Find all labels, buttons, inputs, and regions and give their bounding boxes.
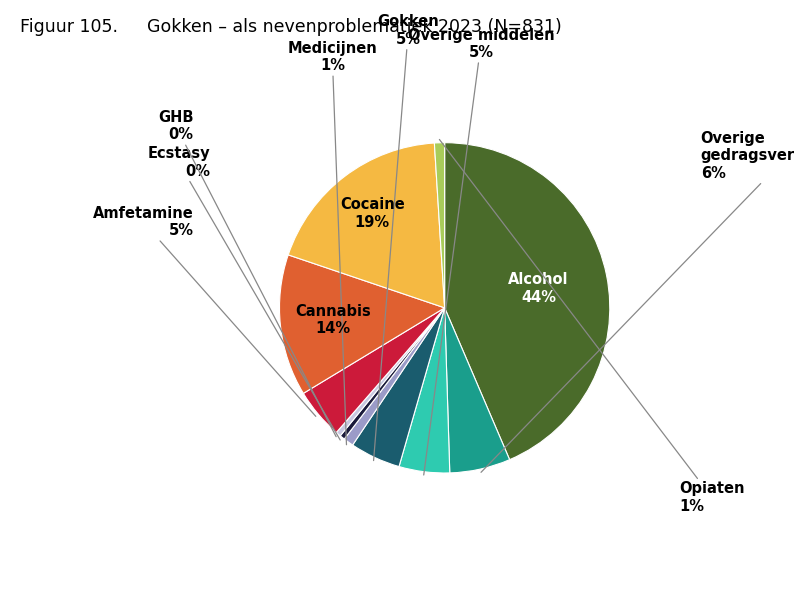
Text: Overige
gedragsverslavingen
6%: Overige gedragsverslavingen 6%	[481, 131, 794, 472]
Text: Medicijnen
1%: Medicijnen 1%	[287, 41, 377, 445]
Wedge shape	[303, 308, 445, 433]
Text: Alcohol
44%: Alcohol 44%	[508, 272, 569, 305]
Wedge shape	[341, 308, 445, 439]
Wedge shape	[434, 143, 445, 308]
Text: Gokken
5%: Gokken 5%	[374, 14, 439, 461]
Wedge shape	[288, 143, 445, 308]
Wedge shape	[337, 308, 445, 436]
Text: GHB
0%: GHB 0%	[158, 110, 336, 437]
Wedge shape	[445, 308, 510, 473]
Text: Ecstasy
0%: Ecstasy 0%	[148, 146, 340, 440]
Text: Cocaine
19%: Cocaine 19%	[340, 197, 405, 230]
Text: Overige middelen
5%: Overige middelen 5%	[407, 28, 554, 475]
Text: Gokken – als nevenproblematiek 2023 (N=831): Gokken – als nevenproblematiek 2023 (N=8…	[147, 18, 561, 36]
Text: Amfetamine
5%: Amfetamine 5%	[93, 206, 316, 416]
Wedge shape	[399, 308, 449, 473]
Text: Figuur 105.: Figuur 105.	[20, 18, 118, 36]
Wedge shape	[345, 308, 445, 445]
Wedge shape	[445, 143, 610, 459]
Wedge shape	[279, 255, 445, 393]
Wedge shape	[353, 308, 445, 466]
Text: Opiaten
1%: Opiaten 1%	[439, 140, 745, 514]
Text: Cannabis
14%: Cannabis 14%	[295, 304, 371, 336]
